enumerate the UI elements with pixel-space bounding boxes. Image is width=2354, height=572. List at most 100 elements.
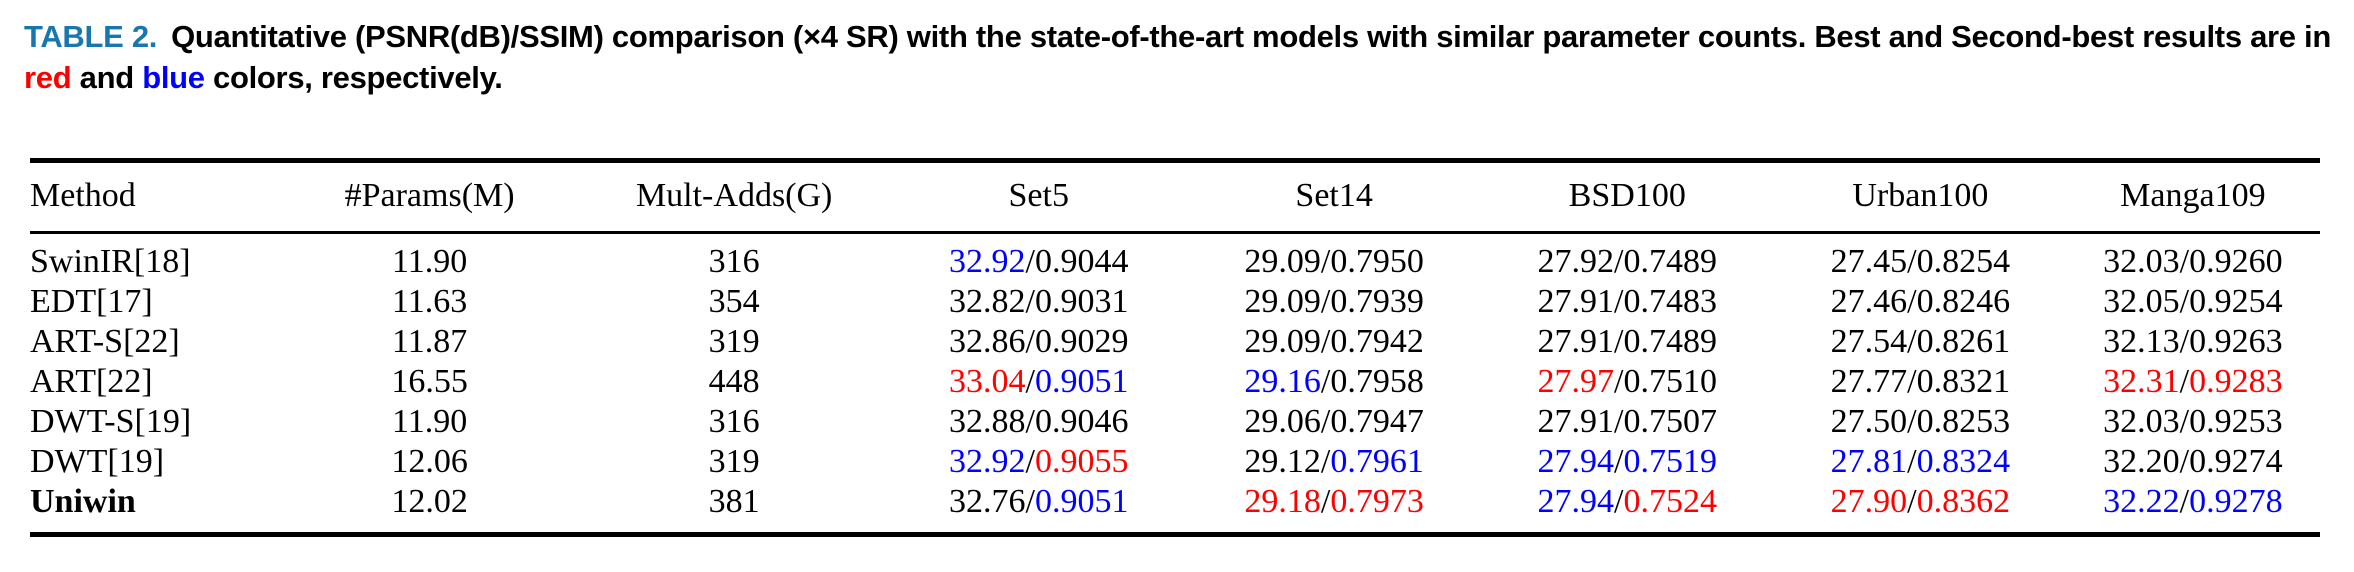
psnr-value: 27.77 (1830, 363, 1908, 400)
psnr-value: 32.92 (949, 243, 1026, 280)
method-cell: DWT-S[19] (30, 403, 192, 440)
psnr-ssim-slash: / (2179, 443, 2190, 480)
psnr-ssim-slash: / (1320, 483, 1331, 520)
psnr-ssim-slash: / (2179, 403, 2190, 440)
psnr-value: 32.31 (2103, 363, 2180, 400)
method-cell: EDT[17] (30, 283, 153, 320)
params-cell: 12.02 (391, 483, 468, 520)
ssim-value: 0.9260 (2189, 243, 2283, 280)
psnr-value: 29.18 (1244, 483, 1321, 520)
psnr-ssim-slash: / (1320, 323, 1331, 360)
psnr-value: 32.76 (949, 483, 1026, 520)
ssim-value: 0.9263 (2189, 323, 2283, 360)
psnr-value: 29.12 (1244, 443, 1321, 480)
ssim-value: 0.9274 (2189, 443, 2283, 480)
psnr-value: 27.45 (1830, 243, 1908, 280)
benchmark-cell: 29.18/0.7973 (1189, 482, 1480, 535)
benchmark-cell: 32.31/0.9283 (2066, 362, 2320, 402)
ssim-value: 0.8246 (1916, 283, 2011, 320)
benchmark-cell: 32.20/0.9274 (2066, 442, 2320, 482)
table-row: Uniwin 12.02 381 32.76/0.9051 29.18/0.7973 27… (30, 482, 2320, 535)
psnr-ssim-slash: / (2179, 283, 2190, 320)
ssim-value: 0.9278 (2189, 483, 2283, 520)
psnr-ssim-slash: / (1907, 443, 1917, 480)
ssim-value: 0.9029 (1034, 323, 1129, 360)
psnr-ssim-slash: / (1907, 483, 1917, 520)
ssim-value: 0.7510 (1623, 363, 1717, 400)
ssim-value: 0.7973 (1330, 483, 1424, 520)
params-cell: 11.87 (391, 323, 468, 360)
results-table: Method #Params(M) Mult-Adds(G) Set5 Set1… (30, 158, 2320, 537)
table-caption: TABLE 2. Quantitative (PSNR(dB)/SSIM) com… (24, 16, 2332, 98)
benchmark-cell: 32.92/0.9044 (889, 233, 1189, 283)
params-cell: 11.90 (391, 403, 468, 440)
psnr-value: 27.50 (1830, 403, 1908, 440)
multadds-cell: 319 (708, 443, 760, 480)
benchmark-cell: 32.05/0.9254 (2066, 282, 2320, 322)
psnr-value: 27.94 (1537, 443, 1615, 480)
psnr-value: 27.46 (1830, 283, 1908, 320)
psnr-value: 32.13 (2103, 323, 2180, 360)
ssim-value: 0.8321 (1916, 363, 2011, 400)
multadds-cell: 319 (708, 323, 760, 360)
ssim-value: 0.9283 (2189, 363, 2283, 400)
benchmark-cell: 32.88/0.9046 (889, 402, 1189, 442)
ssim-value: 0.8261 (1916, 323, 2011, 360)
benchmark-cell: 27.92/0.7489 (1480, 233, 1775, 283)
psnr-ssim-slash: / (1614, 243, 1624, 280)
psnr-ssim-slash: / (1907, 363, 1917, 400)
benchmark-cell: 29.09/0.7950 (1189, 233, 1480, 283)
benchmark-cell: 32.13/0.9263 (2066, 322, 2320, 362)
psnr-value: 32.86 (949, 323, 1026, 360)
table-row: EDT[17] 11.63 354 32.82/0.9031 29.09/0.7939 2… (30, 282, 2320, 322)
psnr-ssim-slash: / (2179, 323, 2190, 360)
psnr-ssim-slash: / (1320, 443, 1331, 480)
psnr-value: 29.09 (1244, 283, 1321, 320)
psnr-value: 27.81 (1830, 443, 1908, 480)
psnr-ssim-slash: / (1320, 403, 1331, 440)
psnr-ssim-slash: / (1025, 363, 1035, 400)
ssim-value: 0.8362 (1916, 483, 2011, 520)
ssim-value: 0.7519 (1623, 443, 1717, 480)
psnr-value: 27.91 (1537, 323, 1615, 360)
ssim-value: 0.8253 (1916, 403, 2011, 440)
ssim-value: 0.9044 (1034, 243, 1129, 280)
psnr-value: 27.91 (1537, 403, 1615, 440)
benchmark-cell: 32.92/0.9055 (889, 442, 1189, 482)
column-header-method: Method (30, 160, 280, 234)
table-row: DWT[19] 12.06 319 32.92/0.9055 29.12/0.7961 2… (30, 442, 2320, 482)
benchmark-cell: 33.04/0.9051 (889, 362, 1189, 402)
multadds-cell: 316 (708, 243, 760, 280)
psnr-value: 29.09 (1244, 323, 1321, 360)
psnr-value: 29.06 (1244, 403, 1321, 440)
results-table-area: Method #Params(M) Mult-Adds(G) Set5 Set1… (30, 158, 2320, 537)
psnr-value: 27.91 (1537, 283, 1615, 320)
psnr-ssim-slash: / (1614, 363, 1624, 400)
psnr-value: 32.03 (2103, 243, 2180, 280)
psnr-value: 32.92 (949, 443, 1026, 480)
benchmark-cell: 27.94/0.7519 (1480, 442, 1775, 482)
ssim-value: 0.9031 (1034, 283, 1129, 320)
benchmark-cell: 29.06/0.7947 (1189, 402, 1480, 442)
benchmark-cell: 27.81/0.8324 (1775, 442, 2066, 482)
benchmark-cell: 27.77/0.8321 (1775, 362, 2066, 402)
psnr-value: 32.05 (2103, 283, 2180, 320)
psnr-ssim-slash: / (1025, 403, 1035, 440)
psnr-value: 27.90 (1830, 483, 1908, 520)
method-cell: ART-S[22] (30, 323, 180, 360)
psnr-ssim-slash: / (1614, 283, 1624, 320)
psnr-ssim-slash: / (2179, 363, 2190, 400)
psnr-value: 33.04 (949, 363, 1026, 400)
multadds-cell: 354 (708, 283, 760, 320)
caption-text-2: and (71, 60, 143, 95)
psnr-value: 27.97 (1537, 363, 1615, 400)
multadds-cell: 316 (708, 403, 760, 440)
params-cell: 11.90 (391, 243, 468, 280)
benchmark-cell: 32.86/0.9029 (889, 322, 1189, 362)
caption-text-1: Quantitative (PSNR(dB)/SSIM) comparison … (171, 19, 2331, 54)
benchmark-cell: 27.91/0.7489 (1480, 322, 1775, 362)
psnr-value: 32.20 (2103, 443, 2180, 480)
ssim-value: 0.7489 (1623, 323, 1717, 360)
ssim-value: 0.8254 (1916, 243, 2011, 280)
psnr-ssim-slash: / (1614, 443, 1624, 480)
